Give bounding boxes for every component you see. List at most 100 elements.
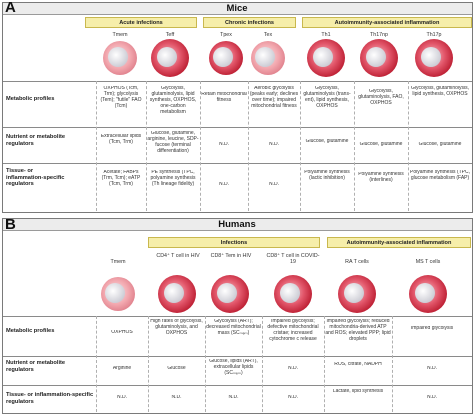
col-tmem-a: Tmem — [112, 32, 128, 38]
cell-text: Glucose, lipids (ART), extracellular lip… — [209, 359, 258, 376]
category-chronic-infections: Chronic infections — [203, 17, 296, 28]
col-tex: Tex — [263, 32, 273, 38]
cell-text: Glucose, glutamine — [305, 139, 349, 144]
cell-cd8-covid — [274, 275, 312, 313]
panel-a-title: Mice — [226, 3, 248, 14]
col-tmem-b: Tmem — [110, 259, 126, 265]
cell-text: N.D. — [171, 395, 182, 400]
cell-text: Glycolysis, glutaminolysis, lipid synthe… — [149, 86, 197, 115]
cell-tpex — [209, 41, 243, 75]
cell-text: Glucose — [167, 366, 186, 371]
panel-b-title: Humans — [218, 219, 256, 230]
cell-text: Extracellular lipids (Tcm, Trm) — [100, 134, 142, 145]
cell-text: N.D. — [269, 182, 279, 187]
cell-text: High rates of glycolysis, glutaminolysis… — [150, 319, 203, 336]
panel-a — [2, 2, 473, 213]
panel-a-label: A — [5, 0, 16, 16]
col-separator — [324, 316, 325, 412]
col-separator — [96, 81, 97, 211]
row-label-metabolic-a: Metabolic profiles — [6, 96, 55, 102]
col-separator — [392, 316, 393, 412]
col-th17p: Th17p — [426, 32, 442, 38]
row-label-nutrient-b: Nutrient or metabolite regulators — [6, 360, 66, 373]
cell-text: Glucose, glutamine — [418, 142, 462, 147]
cell-text: Polyamine synthesis (TPC, glucose metabo… — [409, 170, 471, 181]
row-label-tissue-a: Tissue- or inflammation-specific regulat… — [6, 168, 65, 188]
cell-teff — [151, 39, 189, 77]
cell-text: Glucose, glutamine — [359, 142, 403, 147]
cell-text: N.D. — [427, 366, 437, 371]
cell-text: OXPHOS — [111, 330, 133, 335]
cell-ms — [409, 275, 447, 313]
col-separator — [148, 316, 149, 412]
row-label-metabolic-b: Metabolic profiles — [6, 328, 55, 334]
col-separator — [200, 81, 201, 211]
row-label-tissue-b: Tissue- or inflammation-specific regulat… — [6, 392, 94, 405]
cell-text: N.D. — [288, 366, 298, 371]
row-separator — [3, 356, 472, 357]
col-separator — [262, 316, 263, 412]
cell-text: Impaired glycolysis; defective mitochond… — [267, 319, 319, 342]
cell-text: ROS, citrate, NADPH — [334, 362, 382, 367]
col-separator — [96, 316, 97, 412]
row-label-nutrient-a: Nutrient or metabolite regulators — [6, 134, 66, 147]
cell-text: OXPHOS (Tcm, Trm); glycolysis (Tem); "fu… — [100, 86, 142, 109]
cell-text: N.D. — [228, 395, 239, 400]
cell-text: Polyamine synthesis (lactic inhibition) — [304, 170, 350, 181]
cell-th17np — [360, 39, 398, 77]
col-th1: Th1 — [321, 32, 331, 38]
row-separator — [3, 81, 472, 82]
category-infections: Infections — [148, 237, 320, 248]
cell-text: Glycolysis, glutaminolysis, lipid synthe… — [410, 86, 470, 97]
col-teff: Teff — [165, 32, 175, 38]
cell-text: Impaired glycolysis — [410, 326, 454, 331]
cell-text: N.D. — [219, 182, 229, 187]
col-tpex: Tpex — [220, 32, 232, 38]
cell-text: N.D. — [427, 395, 437, 400]
cell-tmem-a — [103, 41, 137, 75]
row-separator — [3, 316, 472, 317]
col-separator — [248, 81, 249, 211]
col-separator — [146, 81, 147, 211]
row-separator — [3, 385, 472, 386]
col-cd8-covid: CD8⁺ T cell in COVID-19 — [266, 253, 320, 265]
col-ms: MS T cells — [415, 259, 441, 265]
row-separator — [3, 163, 472, 164]
cell-text: Glycolysis, glutaminolysis (trans-ent), … — [303, 86, 351, 109]
cell-text: Arginine — [112, 366, 132, 371]
panel-b-title-bar — [3, 219, 472, 231]
cell-text: N.D. — [117, 395, 127, 400]
cell-ra — [338, 275, 376, 313]
category-acute-infections: Acute infections — [85, 17, 197, 28]
cell-cd8-hiv — [211, 275, 249, 313]
col-th17np: Th17np — [370, 32, 388, 38]
cell-cd4-hiv — [158, 275, 196, 313]
cell-text: Aerobic glycolysis (peaks early; decline… — [249, 86, 299, 109]
cell-text: Retain mitochondrial fitness — [201, 92, 247, 103]
cell-tmem-b — [101, 277, 135, 311]
cell-text: Impaired glycolysis; reduced mitochondri… — [325, 319, 391, 342]
col-separator — [205, 316, 206, 412]
col-separator — [354, 81, 355, 211]
cell-text: Polyamine synthesis (interlines) — [358, 172, 404, 183]
cell-th1 — [307, 39, 345, 77]
row-separator — [3, 127, 472, 128]
cell-text: N.D. — [288, 395, 298, 400]
category-autoimmunity-a: Autoimmunity-associated inflammation — [302, 17, 472, 28]
cell-text: N.D. — [219, 142, 229, 147]
col-cd8-hiv: CD8⁺ Tem in HIV — [210, 253, 252, 259]
cell-text: Lactate, lipid synthesis — [332, 389, 384, 394]
cell-text: N.D. — [269, 142, 279, 147]
cell-text: Glycolysis (ART); decreased mitochondria… — [206, 319, 261, 336]
panel-a-title-bar — [3, 3, 472, 15]
category-autoimmunity-b: Autoimmunity-associated inflammation — [327, 237, 471, 248]
cell-text: Glucose, glutamine, arginine, leucine, S… — [147, 131, 199, 154]
cell-th17p — [415, 39, 453, 77]
col-ra: RA T cells — [345, 259, 369, 265]
col-separator — [300, 81, 301, 211]
cell-text: PE synthesis (TPC, polyamine synthesis (… — [150, 170, 196, 187]
cell-tex — [251, 41, 285, 75]
panel-b-label: B — [5, 216, 16, 233]
